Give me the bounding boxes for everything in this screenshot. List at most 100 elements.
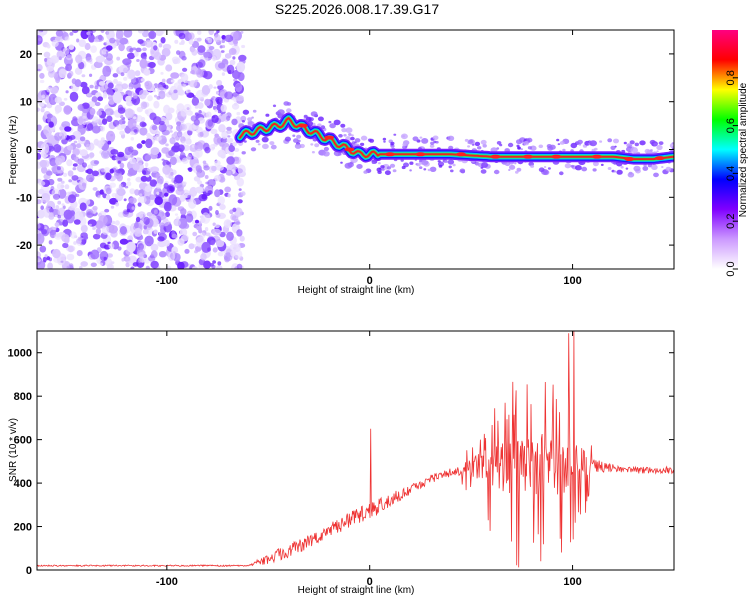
signal-halo-speckle xyxy=(310,111,318,117)
noise-speckle xyxy=(78,61,85,70)
signal-halo-speckle xyxy=(499,143,503,147)
noise-speckle xyxy=(119,226,127,235)
noise-speckle xyxy=(134,70,141,77)
signal-halo-speckle xyxy=(369,138,375,143)
noise-speckle xyxy=(115,32,123,41)
noise-speckle xyxy=(114,83,124,93)
noise-speckle xyxy=(231,215,239,222)
noise-speckle xyxy=(95,55,106,63)
noise-speckle xyxy=(226,231,234,241)
noise-speckle xyxy=(188,80,198,88)
noise-speckle xyxy=(143,68,151,76)
noise-speckle xyxy=(113,78,118,84)
noise-speckle xyxy=(77,236,82,241)
noise-speckle xyxy=(135,176,143,183)
signal-halo-speckle xyxy=(557,143,561,146)
noise-speckle xyxy=(233,42,238,47)
noise-speckle xyxy=(176,103,185,112)
signal-halo-speckle xyxy=(430,141,435,145)
signal-halo-speckle xyxy=(393,133,397,136)
noise-speckle xyxy=(81,102,90,109)
noise-speckle xyxy=(58,133,62,137)
signal-hotspot xyxy=(455,152,466,157)
noise-speckle xyxy=(158,251,167,258)
noise-speckle xyxy=(225,169,233,176)
noise-speckle xyxy=(102,222,107,227)
signal-halo-speckle xyxy=(556,138,560,142)
noise-speckle xyxy=(212,260,217,264)
noise-speckle xyxy=(171,56,180,63)
noise-speckle xyxy=(208,84,213,90)
noise-speckle xyxy=(125,95,132,102)
noise-speckle xyxy=(143,216,150,225)
noise-speckle xyxy=(103,167,111,174)
noise-speckle xyxy=(165,112,173,121)
signal-halo-speckle xyxy=(581,166,588,172)
noise-speckle xyxy=(69,91,79,102)
noise-speckle xyxy=(89,84,94,89)
signal-halo-speckle xyxy=(333,119,341,126)
noise-speckle xyxy=(72,163,78,167)
noise-speckle xyxy=(37,107,40,112)
noise-speckle xyxy=(214,34,221,43)
noise-speckle xyxy=(219,204,226,210)
noise-speckle xyxy=(163,182,169,189)
noise-speckle xyxy=(57,207,66,217)
signal-halo-speckle xyxy=(656,150,659,153)
signal-halo-speckle xyxy=(272,104,277,108)
noise-speckle xyxy=(137,196,147,204)
noise-speckle xyxy=(126,208,131,213)
noise-speckle xyxy=(161,78,166,84)
noise-speckle xyxy=(63,172,68,177)
noise-speckle xyxy=(71,175,79,181)
noise-speckle xyxy=(37,232,45,245)
noise-speckle xyxy=(210,98,214,101)
noise-speckle xyxy=(187,167,192,171)
signal-halo-speckle xyxy=(360,135,368,141)
signal-halo-speckle xyxy=(623,141,627,145)
noise-speckle xyxy=(112,91,123,104)
signal-halo-speckle xyxy=(381,168,385,171)
noise-speckle xyxy=(145,138,153,149)
noise-speckle xyxy=(166,265,172,269)
noise-speckle xyxy=(158,90,166,100)
signal-halo-speckle xyxy=(432,135,439,141)
snr-ytick-label: 0 xyxy=(26,565,32,577)
noise-speckle xyxy=(90,249,100,260)
noise-speckle xyxy=(48,93,58,105)
signal-halo-speckle xyxy=(283,101,290,106)
noise-speckle xyxy=(61,203,65,206)
signal-halo-speckle xyxy=(340,123,346,128)
signal-halo-speckle xyxy=(594,147,598,151)
noise-speckle xyxy=(79,149,88,157)
noise-speckle xyxy=(157,236,165,242)
noise-speckle xyxy=(107,140,112,145)
noise-speckle xyxy=(208,30,214,36)
noise-speckle xyxy=(80,239,86,245)
noise-speckle xyxy=(99,242,107,249)
noise-speckle xyxy=(75,143,82,149)
noise-speckle xyxy=(150,243,159,252)
noise-speckle xyxy=(46,256,50,261)
signal-halo-speckle xyxy=(252,109,257,113)
noise-speckle xyxy=(42,256,47,263)
noise-speckle xyxy=(44,58,48,62)
noise-speckle xyxy=(133,129,138,133)
noise-speckle xyxy=(140,78,145,82)
signal-halo-speckle xyxy=(317,116,324,122)
noise-speckle xyxy=(64,126,72,132)
noise-speckle xyxy=(191,266,198,269)
noise-speckle xyxy=(147,95,153,102)
signal-halo-speckle xyxy=(516,167,522,172)
noise-speckle xyxy=(213,86,217,89)
noise-speckle xyxy=(143,52,147,57)
noise-speckle xyxy=(144,185,151,193)
noise-speckle xyxy=(39,79,45,84)
noise-speckle xyxy=(120,72,125,77)
signal-halo-speckle xyxy=(562,148,566,152)
noise-speckle xyxy=(213,135,222,145)
noise-speckle xyxy=(163,239,170,247)
noise-speckle xyxy=(119,238,129,245)
signal-halo-speckle xyxy=(293,138,299,143)
